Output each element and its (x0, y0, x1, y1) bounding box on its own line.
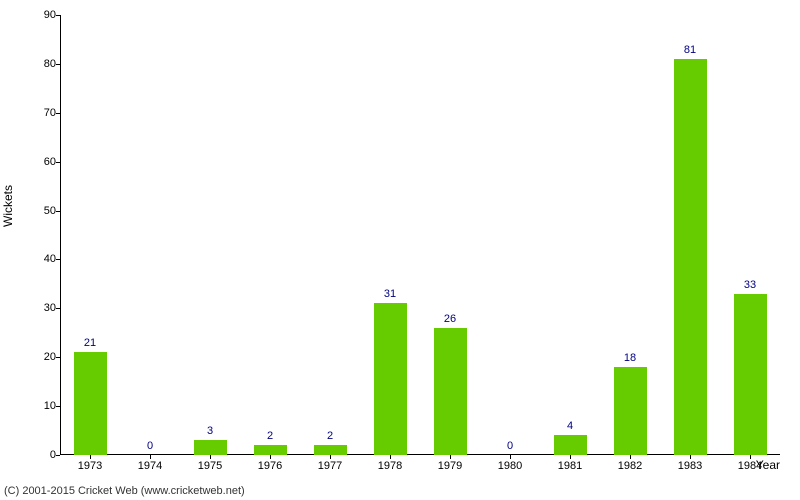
x-tick-label: 1983 (678, 460, 702, 472)
bar (614, 367, 647, 455)
y-tick-mark (56, 15, 60, 16)
bar-value-label: 0 (147, 440, 153, 452)
y-tick-label: 60 (44, 156, 56, 168)
x-tick-label: 1982 (618, 460, 642, 472)
x-tick-mark (150, 455, 151, 459)
y-axis-label: Wickets (1, 185, 15, 227)
x-tick-label: 1978 (378, 460, 402, 472)
x-tick-mark (210, 455, 211, 459)
bar-value-label: 18 (624, 352, 636, 364)
x-tick-label: 1973 (78, 460, 102, 472)
bar-value-label: 2 (327, 430, 333, 442)
y-tick-label: 80 (44, 58, 56, 70)
y-tick-mark (56, 406, 60, 407)
y-tick-label: 20 (44, 351, 56, 363)
y-tick-mark (56, 455, 60, 456)
x-tick-label: 1975 (198, 460, 222, 472)
y-tick-label: 90 (44, 9, 56, 21)
x-tick-label: 1980 (498, 460, 522, 472)
bar-value-label: 26 (444, 313, 456, 325)
x-tick-label: 1974 (138, 460, 162, 472)
bar (554, 435, 587, 455)
bar-value-label: 3 (207, 425, 213, 437)
bar-value-label: 2 (267, 430, 273, 442)
x-tick-mark (510, 455, 511, 459)
bar (734, 294, 767, 455)
x-tick-mark (630, 455, 631, 459)
y-tick-mark (56, 162, 60, 163)
y-tick-label: 50 (44, 205, 56, 217)
bar-value-label: 81 (684, 44, 696, 56)
y-tick-mark (56, 211, 60, 212)
x-tick-mark (390, 455, 391, 459)
y-tick-label: 10 (44, 400, 56, 412)
y-tick-mark (56, 259, 60, 260)
y-tick-mark (56, 64, 60, 65)
y-tick-mark (56, 308, 60, 309)
y-tick-label: 40 (44, 253, 56, 265)
copyright-text: (C) 2001-2015 Cricket Web (www.cricketwe… (4, 485, 245, 497)
bar-value-label: 31 (384, 288, 396, 300)
bar (74, 352, 107, 455)
bar (194, 440, 227, 455)
bar-value-label: 21 (84, 337, 96, 349)
plot-area (60, 15, 780, 455)
bar (374, 303, 407, 455)
y-tick-label: 30 (44, 302, 56, 314)
x-tick-mark (690, 455, 691, 459)
bar (674, 59, 707, 455)
y-tick-mark (56, 113, 60, 114)
y-tick-label: 70 (44, 107, 56, 119)
x-tick-label: 1981 (558, 460, 582, 472)
x-tick-label: 1976 (258, 460, 282, 472)
x-tick-label: 1984 (738, 460, 762, 472)
chart-container: Wickets Year 0102030405060708090 1973197… (0, 0, 800, 500)
bar (254, 445, 287, 455)
bar-value-label: 4 (567, 420, 573, 432)
bar (314, 445, 347, 455)
x-tick-label: 1979 (438, 460, 462, 472)
bar (434, 328, 467, 455)
x-tick-mark (570, 455, 571, 459)
bar-value-label: 33 (744, 279, 756, 291)
x-tick-mark (330, 455, 331, 459)
x-tick-mark (450, 455, 451, 459)
x-tick-mark (90, 455, 91, 459)
x-tick-label: 1977 (318, 460, 342, 472)
x-tick-mark (270, 455, 271, 459)
bar-value-label: 0 (507, 440, 513, 452)
y-tick-mark (56, 357, 60, 358)
x-tick-mark (750, 455, 751, 459)
